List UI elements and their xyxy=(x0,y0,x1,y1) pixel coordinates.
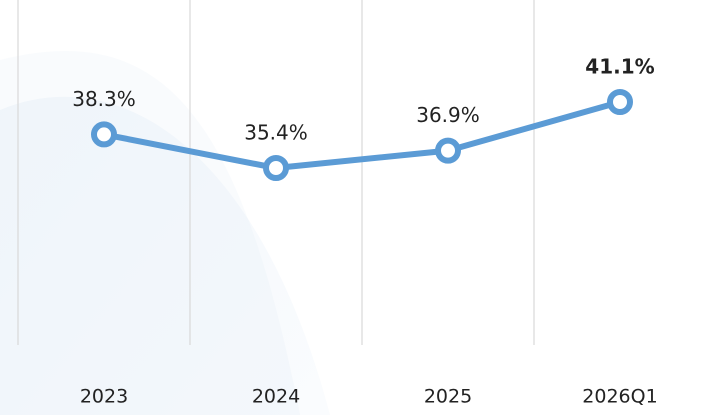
point-marker xyxy=(435,137,461,164)
point-marker xyxy=(91,121,117,148)
value-label: 36.9% xyxy=(416,103,480,127)
value-label: 38.3% xyxy=(72,87,136,111)
value-label: 35.4% xyxy=(244,121,308,145)
x-tick-label: 2024 xyxy=(252,386,300,408)
point-marker xyxy=(263,155,289,181)
background-swoosh xyxy=(0,0,300,415)
x-tick-label: 2023 xyxy=(80,386,128,408)
line xyxy=(103,99,621,171)
x-tick-label: 2025 xyxy=(424,386,472,408)
point-marker xyxy=(607,89,633,115)
value-label: 41.1% xyxy=(585,55,654,79)
x-tick-label: 2026Q1 xyxy=(582,386,657,408)
